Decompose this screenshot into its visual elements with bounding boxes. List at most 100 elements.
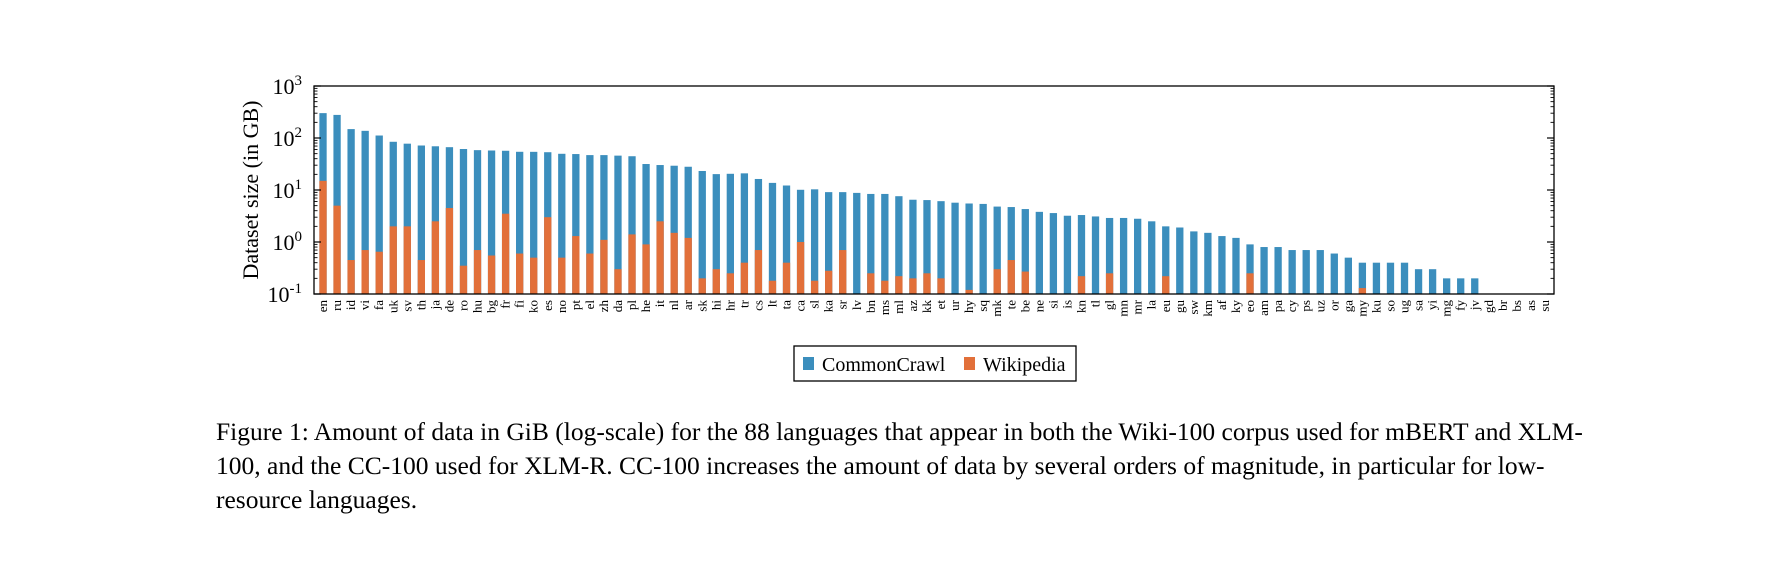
x-tick-label-id: id	[343, 300, 358, 311]
commoncrawl-bar-mn	[1119, 217, 1128, 294]
commoncrawl-bar-pt	[572, 154, 580, 294]
x-tick-label-gu: gu	[1172, 300, 1187, 314]
x-tick-label-my: my	[1354, 300, 1369, 317]
x-tick-label-sl: sl	[807, 300, 822, 309]
wikipedia-bar-et	[937, 278, 945, 294]
x-tick-label-or: or	[1326, 299, 1341, 311]
commoncrawl-bar-vi	[361, 130, 369, 294]
x-tick-label-is: is	[1059, 300, 1074, 309]
commoncrawl-bar-ko	[530, 151, 538, 294]
wikipedia-bar-cs	[754, 250, 763, 294]
commoncrawl-bar-is	[1063, 215, 1072, 294]
x-tick-label-es: es	[540, 300, 555, 311]
commoncrawl-bar-sv	[403, 143, 411, 294]
x-tick-label-de: de	[441, 300, 456, 313]
commoncrawl-bar-hr	[726, 173, 734, 294]
x-tick-label-sa: sa	[1411, 300, 1426, 311]
x-tick-label-th: th	[413, 300, 428, 311]
x-tick-label-ru: ru	[329, 300, 344, 311]
wikipedia-bar-uk	[389, 226, 397, 294]
commoncrawl-bar-ga	[1344, 257, 1352, 294]
x-tick-label-ur: ur	[947, 299, 962, 311]
x-axis-ticks: en ru id vi fa uk sv th ja de ro hu bg fr fi ko es no pt el…	[315, 299, 1552, 316]
x-tick-label-sw: sw	[1186, 299, 1201, 314]
commoncrawl-bar-sl	[810, 189, 819, 294]
wikipedia-bar-el	[586, 253, 594, 294]
wikipedia-bar-fa	[375, 251, 383, 294]
wikipedia-bar-bg	[487, 255, 496, 294]
legend-label-commoncrawl: CommonCrawl	[822, 354, 946, 376]
x-tick-label-ms: ms	[877, 300, 892, 315]
commoncrawl-bar-km	[1204, 232, 1212, 294]
commoncrawl-bar-be	[1021, 209, 1029, 294]
figure-caption: Figure 1: Amount of data in GiB (log-sca…	[216, 417, 1583, 514]
wikipedia-bar-ta	[782, 262, 791, 294]
x-tick-label-mk: mk	[989, 300, 1004, 317]
commoncrawl-bar-fa	[375, 135, 383, 294]
x-tick-label-fr: fr	[498, 299, 513, 308]
wikipedia-bar-de	[445, 208, 454, 294]
wikipedia-bar-ka	[825, 270, 833, 294]
commoncrawl-bar-ms	[881, 193, 889, 294]
wikipedia-bar-ml	[895, 276, 903, 294]
commoncrawl-bar-bg	[487, 150, 496, 294]
x-tick-label-en: en	[315, 300, 330, 313]
wikipedia-bar-pt	[572, 236, 580, 294]
x-tick-label-ko: ko	[526, 300, 541, 313]
commoncrawl-bar-da	[614, 155, 622, 294]
legend-box	[793, 345, 1077, 382]
commoncrawl-bar-jv	[1471, 278, 1479, 294]
x-tick-label-ky: ky	[1228, 300, 1243, 314]
wikipedia-bar-hi	[712, 269, 720, 294]
wikipedia-bar-hu	[473, 250, 482, 294]
x-tick-label-eu: eu	[1158, 300, 1173, 313]
commoncrawl-bar-ku	[1372, 262, 1381, 294]
commoncrawl-bar-lv	[853, 192, 861, 294]
commoncrawl-bar-pa	[1274, 247, 1282, 294]
x-tick-label-sv: sv	[399, 300, 414, 312]
commoncrawl-bar-kn	[1077, 215, 1086, 294]
commoncrawl-bar-cs	[754, 178, 763, 294]
commoncrawl-bar-eu	[1162, 226, 1170, 294]
bar-chart: Dataset size (in GB) 10-1 100 101 102 103 en…	[238, 73, 1555, 382]
x-tick-label-as: as	[1523, 300, 1538, 311]
commoncrawl-bar-mk	[993, 206, 1001, 294]
x-tick-label-mr: mr	[1130, 299, 1145, 314]
commoncrawl-bar-uk	[389, 141, 397, 294]
y-tick-label: 10-1	[268, 281, 303, 307]
x-tick-label-bn: bn	[863, 300, 878, 314]
x-tick-label-ne: ne	[1031, 300, 1046, 313]
wikipedia-bar-da	[614, 269, 622, 294]
x-tick-label-el: el	[582, 300, 597, 310]
legend: CommonCrawl Wikipedia	[793, 345, 1077, 382]
wikipedia-bar-it	[656, 221, 664, 294]
x-tick-label-he: he	[638, 300, 653, 313]
commoncrawl-bar-hy	[965, 203, 973, 294]
commoncrawl-bar-ca	[796, 189, 805, 294]
x-tick-label-be: be	[1017, 300, 1032, 313]
commoncrawl-bar-sr	[839, 192, 847, 294]
x-tick-label-fy: fy	[1453, 300, 1468, 311]
wikipedia-bar-my	[1358, 288, 1367, 294]
commoncrawl-bar-uz	[1316, 250, 1324, 294]
x-tick-label-bs: bs	[1509, 300, 1524, 312]
wikipedia-bar-ru	[333, 205, 341, 294]
commoncrawl-bar-ru	[333, 114, 341, 294]
wikipedia-bar-lt	[768, 280, 777, 294]
commoncrawl-bar-am	[1260, 247, 1268, 294]
commoncrawl-bar-bn	[867, 193, 875, 294]
commoncrawl-bar-or	[1330, 253, 1338, 294]
x-tick-label-ka: ka	[821, 300, 836, 313]
x-tick-label-uk: uk	[385, 300, 400, 314]
wikipedia-bar-sk	[698, 278, 706, 294]
commoncrawl-bar-si	[1049, 213, 1058, 294]
commoncrawl-bar-ar	[684, 166, 692, 294]
commoncrawl-bar-ta	[782, 185, 791, 294]
x-tick-label-et: et	[933, 300, 948, 310]
x-tick-label-hr: hr	[722, 299, 737, 311]
x-tick-label-mn: mn	[1116, 300, 1131, 317]
x-tick-label-kk: kk	[919, 300, 934, 314]
wikipedia-bar-zh	[600, 239, 608, 294]
x-tick-label-si: si	[1045, 300, 1060, 309]
x-tick-label-ro: ro	[455, 300, 470, 311]
